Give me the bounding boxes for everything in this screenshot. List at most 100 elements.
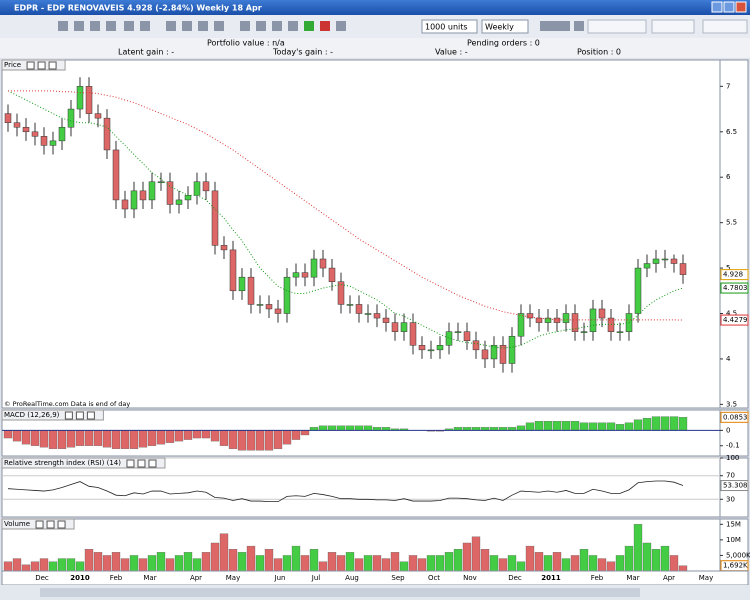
candle-body — [67, 108, 75, 128]
candle-body — [22, 126, 30, 133]
bar — [669, 555, 679, 572]
candle-body — [346, 304, 354, 306]
input-box[interactable] — [587, 19, 647, 34]
panel-icon — [35, 520, 44, 529]
candle-body — [454, 331, 462, 333]
bar — [318, 561, 328, 572]
panel-icon — [26, 61, 35, 70]
bar — [165, 430, 175, 443]
bar — [327, 552, 337, 572]
candle-body — [220, 245, 228, 251]
candle-body — [31, 131, 39, 137]
candle-body — [247, 276, 255, 305]
rsi-line — [7, 480, 684, 503]
candle-body — [211, 190, 219, 246]
candle-body — [571, 313, 579, 332]
candle-body — [427, 349, 435, 352]
x-tick-label: Jun — [274, 574, 286, 582]
bar — [165, 558, 175, 572]
bar — [642, 542, 652, 572]
axis-panel — [719, 59, 749, 409]
x-tick-label: Feb — [591, 574, 604, 582]
y-tick-label: 100 — [726, 454, 739, 462]
close-button[interactable] — [735, 1, 747, 13]
candle-body — [58, 126, 66, 142]
bar — [543, 421, 553, 431]
bar — [93, 430, 103, 446]
scroll-thumb[interactable] — [40, 588, 640, 597]
bar — [516, 425, 526, 431]
x-tick-label: Mar — [626, 574, 639, 582]
bar — [129, 430, 139, 449]
bar — [354, 558, 364, 572]
bar — [633, 524, 643, 572]
bar — [309, 549, 319, 572]
value-box-label: 4.928 — [723, 271, 743, 279]
candle-body — [418, 345, 426, 351]
y-tick-label: 10M — [726, 536, 741, 544]
bar — [480, 549, 490, 572]
bar — [12, 430, 22, 442]
bar — [624, 422, 634, 431]
value-box — [720, 314, 749, 326]
bar — [516, 561, 526, 572]
candle-body — [283, 276, 291, 314]
bar — [570, 421, 580, 431]
bar — [183, 430, 193, 440]
bar — [624, 545, 634, 572]
candle-body — [481, 349, 489, 360]
bar — [561, 558, 571, 572]
panel-title: Volume — [4, 520, 30, 528]
bar — [651, 416, 661, 431]
x-tick-label: Apr — [663, 574, 675, 582]
bar — [183, 552, 193, 572]
bar — [30, 561, 40, 572]
bar — [84, 549, 94, 572]
pending-orders: Pending orders : 0 — [467, 39, 540, 48]
y-tick-label: -0.1 — [726, 442, 740, 450]
x-tick-label: Mar — [143, 574, 156, 582]
bar — [156, 552, 166, 572]
bar — [363, 555, 373, 572]
candle-body — [13, 122, 21, 128]
bar — [633, 419, 643, 431]
bar — [651, 549, 661, 572]
bar — [390, 552, 400, 572]
panel-icon — [57, 520, 66, 529]
x-tick-label: Apr — [190, 574, 202, 582]
minimize-button[interactable] — [711, 1, 723, 13]
maximize-button[interactable] — [723, 1, 735, 13]
input-box[interactable] — [702, 19, 748, 34]
bar — [489, 555, 499, 572]
bar — [138, 430, 148, 448]
bar — [408, 555, 418, 572]
period-select[interactable] — [481, 19, 529, 34]
value-box-label: 1,692K — [723, 562, 748, 570]
candle-body — [364, 313, 372, 315]
bar — [417, 558, 427, 572]
bar — [129, 555, 139, 572]
candle-body — [328, 267, 336, 282]
candle-body — [373, 313, 381, 319]
bar — [561, 421, 571, 431]
bar — [30, 430, 40, 446]
value-box-label: 4.4279 — [723, 316, 748, 324]
bar — [615, 555, 625, 572]
bar — [336, 425, 346, 431]
bar — [327, 425, 337, 431]
bar — [246, 430, 256, 451]
bar — [507, 555, 517, 572]
bar — [426, 555, 436, 572]
input-box[interactable] — [651, 19, 695, 34]
candle-body — [355, 304, 363, 314]
bar — [372, 555, 382, 572]
bar — [75, 561, 85, 572]
bar — [498, 558, 508, 572]
bar — [255, 430, 265, 451]
toolbar-icons[interactable] — [58, 21, 584, 31]
units-select[interactable] — [421, 19, 478, 34]
x-tick-label: Dec — [35, 574, 49, 582]
value-box — [720, 411, 749, 423]
panel-icon — [75, 411, 84, 420]
